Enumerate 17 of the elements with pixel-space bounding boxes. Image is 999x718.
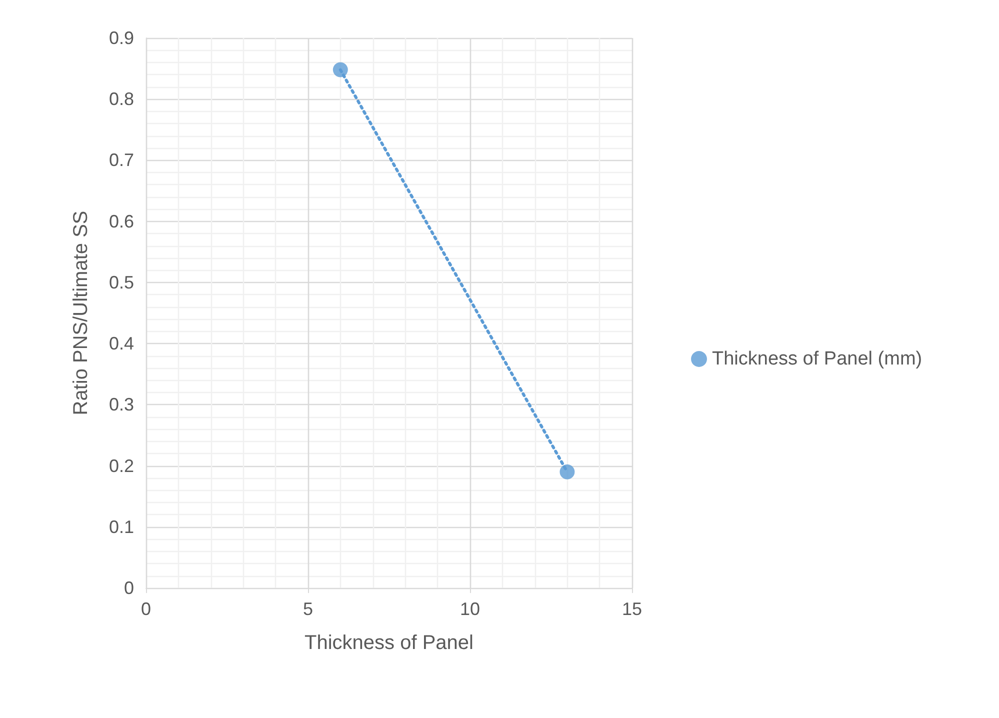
x-tick-label: 0 <box>140 599 152 619</box>
y-tick-label: 0.5 <box>108 272 134 292</box>
x-tick-label: 5 <box>302 599 314 619</box>
y-tick-label: 0.7 <box>108 150 134 170</box>
x-tick-label: 15 <box>622 599 642 619</box>
y-tick-label: 0 <box>124 578 134 598</box>
y-axis-title: Ratio PNS/Ultimate SS <box>70 210 92 416</box>
y-tick-label: 0.2 <box>108 456 134 476</box>
y-tick-label: 0.4 <box>108 334 134 354</box>
y-tick-label: 0.8 <box>108 89 134 110</box>
y-tick-label: 0.1 <box>108 516 134 537</box>
legend-label: Thickness of Panel (mm) <box>712 348 922 370</box>
x-tick-label: 10 <box>460 599 480 619</box>
y-tick-label: 0.3 <box>108 394 134 415</box>
y-tick-label: 0.6 <box>108 211 134 232</box>
x-axis-title: Thickness of Panel <box>304 632 474 654</box>
y-tick-label: 0.9 <box>108 28 134 48</box>
